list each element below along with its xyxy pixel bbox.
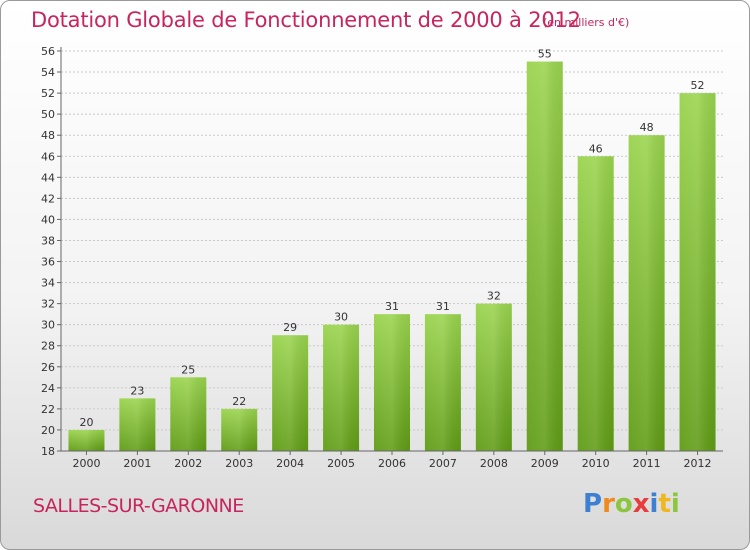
y-tick-label: 34 (41, 277, 55, 290)
bar-shine (374, 314, 410, 451)
commune-name: SALLES-SUR-GARONNE (33, 495, 244, 517)
proxiti-logo: Proxiti (583, 489, 680, 519)
y-tick-label: 20 (41, 424, 55, 437)
bar-shine (323, 324, 360, 451)
chart-subtitle: (en milliers d'€) (543, 16, 630, 29)
bar-shine (119, 398, 156, 451)
data-label: 25 (181, 363, 195, 376)
y-tick-label: 56 (41, 45, 55, 58)
y-tick-label: 32 (41, 298, 55, 311)
data-label: 46 (589, 142, 603, 155)
data-label: 52 (691, 79, 705, 92)
y-tick-label: 24 (41, 382, 55, 395)
bar-shine (68, 429, 105, 451)
y-tick-label: 40 (41, 213, 55, 226)
x-tick-label: 2006 (378, 457, 406, 470)
data-label: 31 (385, 300, 399, 313)
data-label: 30 (334, 311, 348, 324)
chart-title: Dotation Globale de Fonctionnement de 20… (31, 8, 581, 32)
x-tick-label: 2001 (123, 457, 151, 470)
y-tick-label: 30 (41, 319, 55, 332)
data-label: 31 (436, 300, 450, 313)
bar-shine (475, 303, 512, 451)
bar-shine (679, 93, 716, 452)
bar-shine (221, 408, 258, 451)
x-tick-label: 2012 (684, 457, 712, 470)
bar-shine (577, 156, 614, 451)
y-tick-label: 54 (41, 66, 55, 79)
x-tick-label: 2009 (531, 457, 559, 470)
y-tick-label: 26 (41, 361, 55, 374)
bar-shine (170, 377, 207, 451)
bar-chart: 20 23 25 22 29 30 31 31 32 55 46 48 52 18 20 22 24 26 28 3… (41, 45, 723, 470)
data-label: 20 (79, 416, 93, 429)
x-tick-label: 2005 (327, 457, 355, 470)
x-tick-label: 2003 (225, 457, 253, 470)
y-tick-label: 42 (41, 192, 55, 205)
bar-shine (628, 135, 665, 452)
data-label: 32 (487, 290, 501, 303)
x-tick-label: 2007 (429, 457, 457, 470)
x-tick-label: 2000 (72, 457, 100, 470)
y-tick-label: 36 (41, 256, 55, 269)
x-tick-label: 2004 (276, 457, 304, 470)
data-label: 29 (283, 321, 297, 334)
bar-shine (526, 61, 563, 452)
bar-shine (272, 335, 309, 451)
y-tick-label: 50 (41, 108, 55, 121)
y-tick-label: 46 (41, 150, 55, 163)
data-label: 55 (538, 48, 552, 61)
y-tick-label: 48 (41, 129, 55, 142)
y-tick-label: 28 (41, 340, 55, 353)
bar-shine (424, 314, 461, 451)
y-tick-label: 38 (41, 234, 55, 247)
x-tick-label: 2011 (633, 457, 661, 470)
y-tick-label: 18 (41, 445, 55, 458)
data-label: 22 (232, 395, 246, 408)
y-tick-label: 52 (41, 87, 55, 100)
y-tick-label: 22 (41, 403, 55, 416)
x-tick-label: 2010 (582, 457, 610, 470)
data-label: 48 (640, 121, 654, 134)
x-tick-label: 2008 (480, 457, 508, 470)
data-label: 23 (130, 384, 144, 397)
y-tick-label: 44 (41, 171, 55, 184)
x-tick-label: 2002 (174, 457, 202, 470)
